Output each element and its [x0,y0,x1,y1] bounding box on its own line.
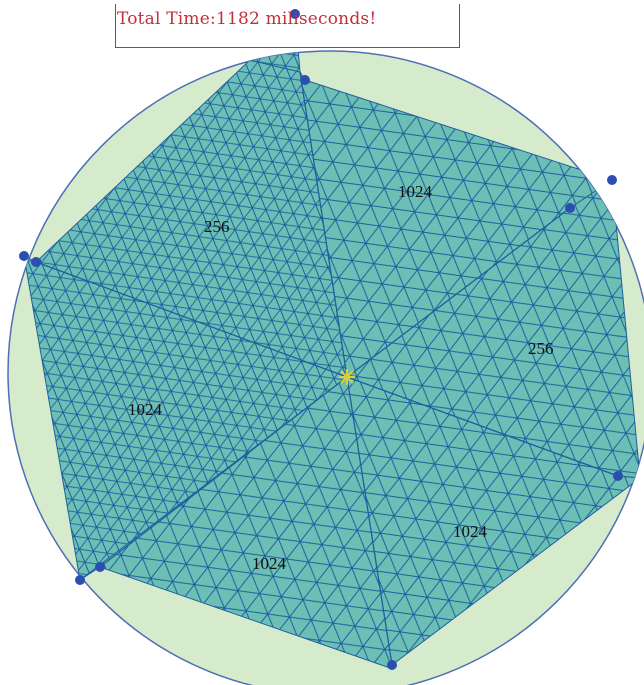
region-label-left: 1024 [128,400,163,419]
region-label-top-left: 256 [204,217,230,236]
region-label-top-right: 1024 [398,182,433,201]
center-star-icon [339,369,355,385]
vertex-marker [565,203,575,213]
timer-status-text: Total Time:1182 miliseconds! [117,9,377,29]
vertex-marker [300,75,310,85]
vertex-marker [19,251,29,261]
region-label-bottom-left: 1024 [252,554,287,573]
region-label-bottom-right: 1024 [453,522,488,541]
vertex-marker [75,575,85,585]
vertex-marker [290,9,300,19]
vertex-marker [387,660,397,670]
vertex-marker [607,175,617,185]
timer-box [115,4,460,48]
vertex-marker [31,257,41,267]
vertex-marker [613,471,623,481]
region-label-right: 256 [528,339,554,358]
vertex-marker [95,562,105,572]
